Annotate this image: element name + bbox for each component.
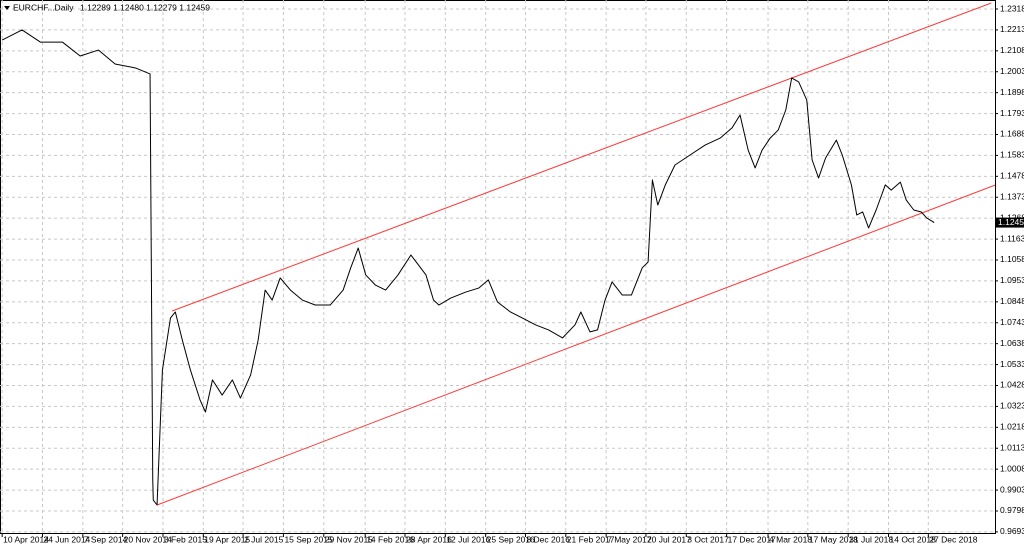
x-tick-label: 31 Jul 2018 xyxy=(849,534,893,544)
channel-line xyxy=(171,2,992,312)
x-tick-label: 14 Feb 2016 xyxy=(366,534,414,544)
y-tick-label: 1.23180 xyxy=(1000,3,1024,13)
y-tick-label: 1.22130 xyxy=(1000,24,1024,34)
x-tick-label: 28 Apr 2016 xyxy=(406,534,452,544)
x-tick-label: 3 Oct 2017 xyxy=(687,534,729,544)
x-tick-label: 29 Nov 2015 xyxy=(325,534,373,544)
y-tick-label: 1.18980 xyxy=(1000,87,1024,97)
x-tick-label: 14 Oct 2018 xyxy=(890,534,937,544)
last-price-label: 1.12459 xyxy=(998,217,1024,227)
x-tick-label: 4 Mar 2018 xyxy=(769,534,812,544)
x-tick-label: 24 Jun 2014 xyxy=(43,534,90,544)
x-tick-label: 8 Dec 2016 xyxy=(526,534,570,544)
y-tick-label: 1.13730 xyxy=(1000,191,1024,201)
labels: 1.23180 1.22130 1.21080 1.20030 1.18980 1.179… xyxy=(1,3,1024,544)
x-tick-label: 21 Feb 2017 xyxy=(567,534,615,544)
y-tick-label: 1.10580 xyxy=(1000,254,1024,264)
x-tick-label: 3 Feb 2015 xyxy=(164,534,207,544)
marks xyxy=(1,2,996,506)
y-tick-label: 1.16880 xyxy=(1000,129,1024,139)
y-tick-label: 1.02180 xyxy=(1000,422,1024,432)
y-tick-label: 1.20030 xyxy=(1000,66,1024,76)
y-tick-label: 1.11630 xyxy=(1000,233,1024,243)
x-tick-label: 12 Jul 2016 xyxy=(446,534,490,544)
y-tick-label: 1.01130 xyxy=(1000,442,1024,452)
x-tick-label: 20 Jul 2017 xyxy=(647,534,691,544)
y-tick-label: 1.05330 xyxy=(1000,359,1024,369)
x-tick-label: 20 Nov 2014 xyxy=(124,534,172,544)
y-tick-label: 0.96930 xyxy=(1000,526,1024,536)
price-line xyxy=(1,29,935,506)
x-tick-label: 27 Dec 2018 xyxy=(929,534,977,544)
ohlc: 1.12289 1.12480 1.12279 1.12459 xyxy=(80,2,210,12)
x-tick-label: 7 May 2017 xyxy=(607,534,652,544)
y-tick-label: 1.21080 xyxy=(1000,45,1024,55)
x-tick-label: 25 Sep 2016 xyxy=(487,534,535,544)
chart-title: EURCHF...Daily xyxy=(13,2,74,12)
plot-frame xyxy=(0,0,996,534)
x-tick-label: 7 Sep 2014 xyxy=(84,534,128,544)
x-tick-label: 2 Jul 2015 xyxy=(244,534,283,544)
y-tick-label: 1.15830 xyxy=(1000,150,1024,160)
y-tick-label: 1.03230 xyxy=(1000,401,1024,411)
y-tick-label: 1.17930 xyxy=(1000,108,1024,118)
y-tick-label: 1.12680 xyxy=(1000,212,1024,222)
y-tick-label: 1.07430 xyxy=(1000,317,1024,327)
last-price-box xyxy=(995,217,1024,228)
menu-arrow xyxy=(4,6,10,10)
x-tick-label: 15 Sep 2015 xyxy=(284,534,332,544)
x-tick-label: 17 May 2018 xyxy=(809,534,858,544)
x-tick-label: 17 Dec 2017 xyxy=(728,534,776,544)
x-tick-label: 10 Apr 2014 xyxy=(3,534,49,544)
grid xyxy=(0,0,995,533)
y-tick-label: 1.14780 xyxy=(1000,171,1024,181)
channel-line xyxy=(156,184,996,506)
y-tick-label: 1.09530 xyxy=(1000,275,1024,285)
y-tick-label: 1.08480 xyxy=(1000,296,1024,306)
y-tick-label: 1.04280 xyxy=(1000,380,1024,390)
y-tick-label: 1.06380 xyxy=(1000,338,1024,348)
x-tick-label: 19 Apr 2015 xyxy=(204,534,250,544)
